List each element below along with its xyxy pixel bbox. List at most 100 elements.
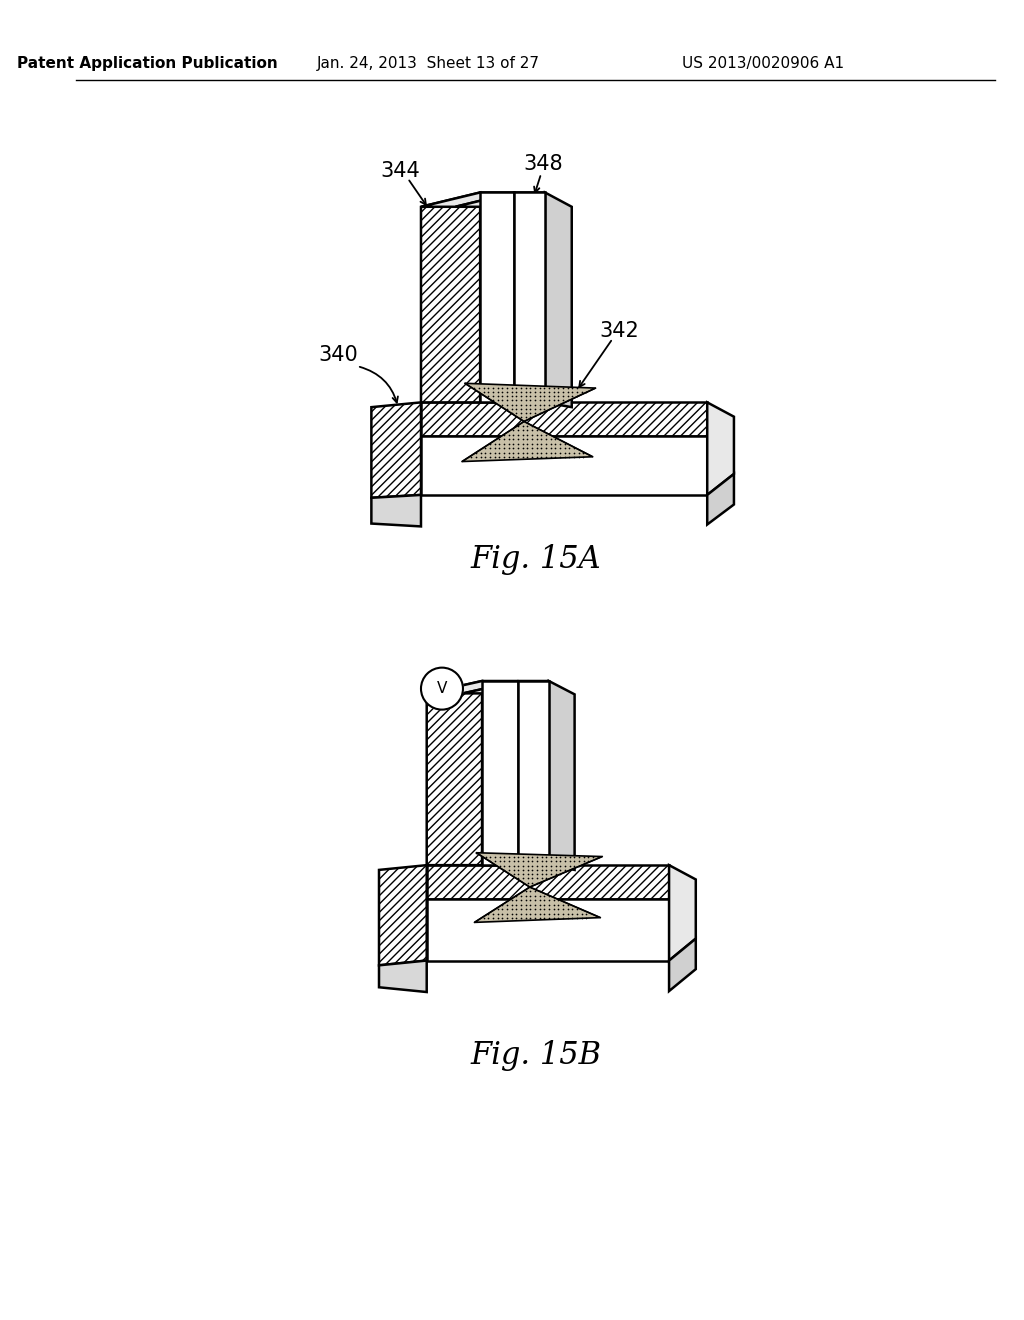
Point <box>522 899 539 920</box>
Point <box>528 869 545 890</box>
Point <box>538 446 554 467</box>
Point <box>504 399 520 420</box>
Point <box>499 894 515 915</box>
Point <box>550 894 566 915</box>
Point <box>510 846 526 867</box>
Point <box>556 438 572 459</box>
Point <box>550 899 566 920</box>
Point <box>522 894 539 915</box>
Point <box>534 863 550 884</box>
Point <box>499 378 515 399</box>
Point <box>484 389 501 411</box>
Point <box>486 433 503 454</box>
Point <box>505 429 521 450</box>
Polygon shape <box>518 681 549 865</box>
Point <box>480 381 497 403</box>
Point <box>505 433 521 454</box>
Point <box>510 855 526 876</box>
Point <box>531 399 548 420</box>
Point <box>471 381 487 403</box>
Point <box>519 873 536 894</box>
Point <box>559 894 575 915</box>
Point <box>510 851 526 873</box>
Point <box>517 407 534 428</box>
Point <box>541 903 557 924</box>
Point <box>526 399 543 420</box>
Point <box>519 416 536 437</box>
Point <box>515 859 531 880</box>
Point <box>524 442 541 463</box>
Point <box>537 907 553 928</box>
Point <box>501 851 517 873</box>
Point <box>466 378 482 399</box>
Point <box>484 381 501 403</box>
Point <box>531 894 548 915</box>
Point <box>482 438 499 459</box>
Point <box>534 442 550 463</box>
Point <box>496 846 512 867</box>
Point <box>528 442 545 463</box>
Point <box>508 890 524 911</box>
Point <box>527 894 544 915</box>
Point <box>501 846 517 867</box>
Point <box>534 846 550 867</box>
Point <box>552 433 568 454</box>
Point <box>555 907 571 928</box>
Point <box>541 899 557 920</box>
Point <box>559 899 575 920</box>
Point <box>569 907 586 928</box>
Point <box>517 894 534 915</box>
Point <box>564 899 581 920</box>
Point <box>579 907 595 928</box>
Point <box>517 378 534 399</box>
Point <box>519 846 536 867</box>
Point <box>528 855 545 876</box>
Point <box>519 446 536 467</box>
Point <box>524 855 541 876</box>
Point <box>496 855 512 876</box>
Point <box>524 859 541 880</box>
Point <box>515 863 531 884</box>
Point <box>492 851 508 873</box>
Point <box>508 389 524 411</box>
Point <box>573 907 590 928</box>
Point <box>541 890 557 911</box>
Point <box>569 899 586 920</box>
Point <box>499 899 515 920</box>
Point <box>564 385 581 407</box>
Point <box>546 389 562 411</box>
Point <box>541 378 557 399</box>
Point <box>510 446 526 467</box>
Point <box>531 890 548 911</box>
Point <box>475 907 492 928</box>
Point <box>513 385 529 407</box>
Point <box>531 907 548 928</box>
Point <box>522 389 539 411</box>
Point <box>548 863 564 884</box>
Point <box>513 907 529 928</box>
Polygon shape <box>421 403 708 436</box>
Point <box>504 381 520 403</box>
Point <box>496 429 512 450</box>
Point <box>510 859 526 880</box>
Point <box>526 385 543 407</box>
Point <box>550 903 566 924</box>
Point <box>585 846 601 867</box>
Point <box>543 446 559 467</box>
Point <box>505 442 521 463</box>
Point <box>504 894 520 915</box>
Point <box>559 381 575 403</box>
Point <box>513 378 529 399</box>
Point <box>519 855 536 876</box>
Point <box>543 429 559 450</box>
Point <box>506 855 522 876</box>
Point <box>477 438 494 459</box>
Point <box>552 438 568 459</box>
Point <box>550 378 566 399</box>
Point <box>555 378 571 399</box>
Point <box>501 446 517 467</box>
Point <box>495 894 511 915</box>
Point <box>543 863 559 884</box>
Point <box>519 429 536 450</box>
Point <box>510 442 526 463</box>
